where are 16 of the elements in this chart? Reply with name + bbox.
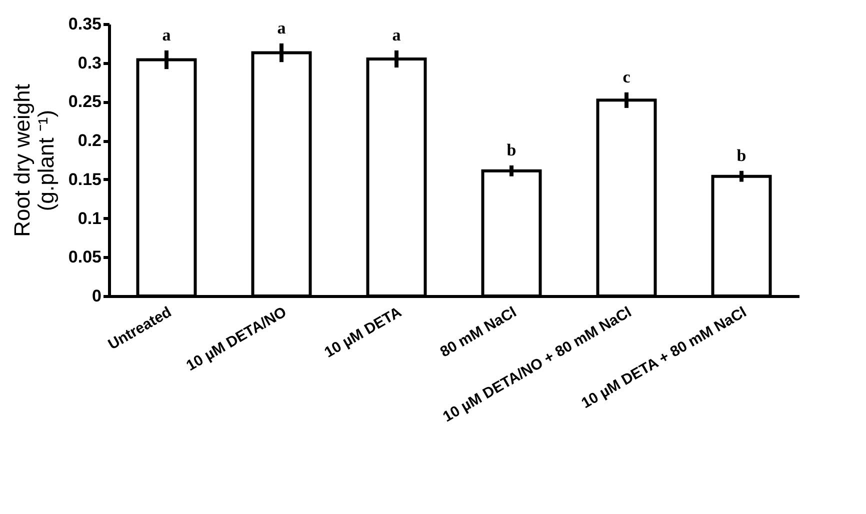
annotation: a [277,18,286,38]
annotation: a [162,25,172,44]
y-tick-label: 0.35 [68,14,102,34]
y-tick-label: 0.2 [78,131,102,150]
y-tick-label: 0.3 [78,53,102,72]
annotation: b [736,146,746,165]
y-tick-label: 0.1 [78,208,102,228]
y-axis-title: Root dry weight (g.plant ⁻¹) [9,84,58,237]
y-tick-label: 0 [92,286,102,306]
annotation: b [506,140,516,160]
y-tick-label: 0.15 [68,170,102,189]
y-tick-label: 0.05 [68,248,102,267]
x-tick-label: 80 mM NaCl [437,304,520,361]
annotation: a [392,25,402,44]
y-tick-label: 0.25 [68,92,102,112]
annotation: c [622,67,631,86]
